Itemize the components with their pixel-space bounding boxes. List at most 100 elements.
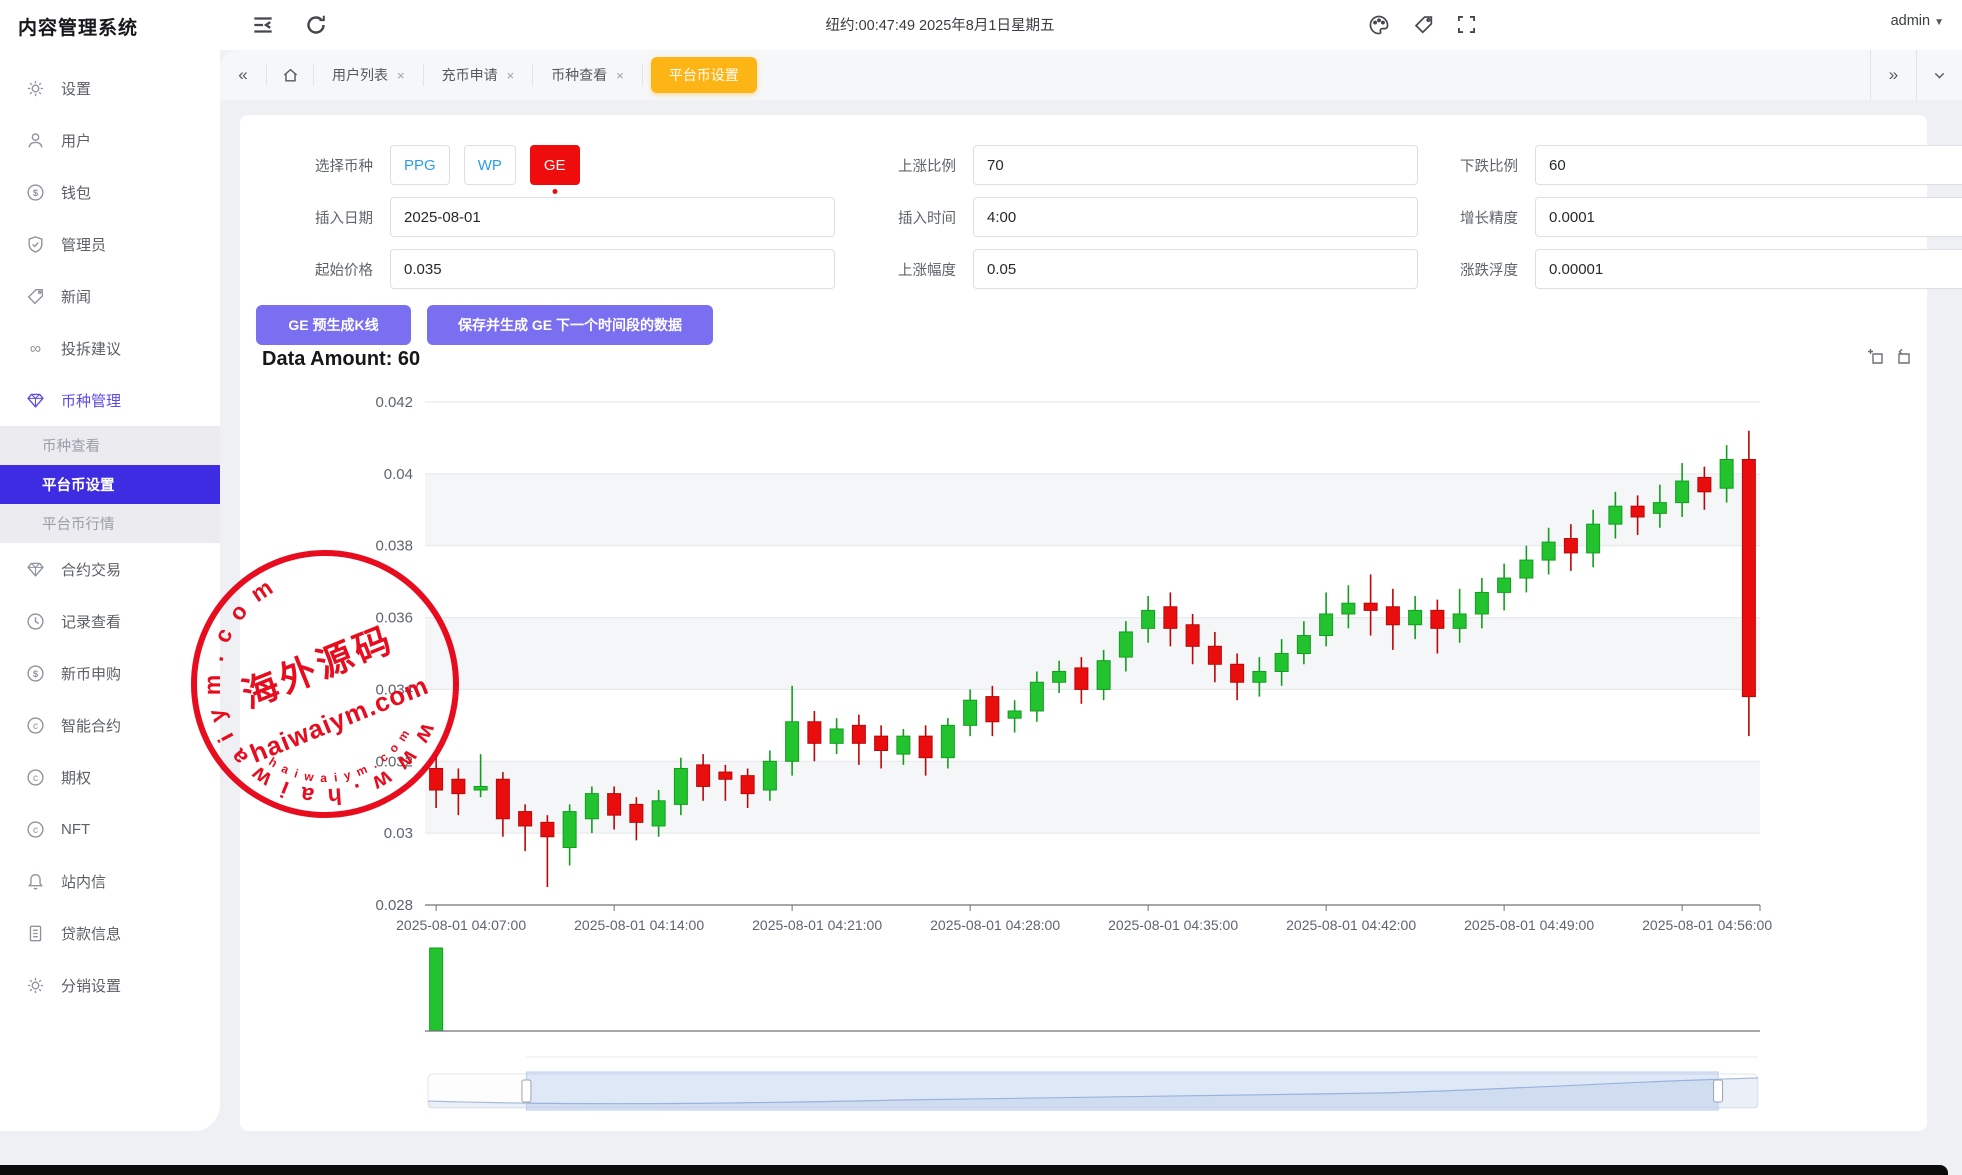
tab-币种查看[interactable]: 币种查看 × [533,50,642,100]
sidebar-item-label: 记录查看 [61,613,122,631]
tabs-scroll-right-button[interactable]: » [1870,50,1916,100]
input-起始价格[interactable] [390,249,835,289]
candle-body [540,821,555,838]
form-label-插入时间: 插入时间 [898,210,956,227]
sidebar-item-管理员[interactable]: 管理员 [0,218,220,270]
y-axis-tick-label: 0.042 [375,394,413,411]
candle-body [896,735,911,755]
sidebar-subitem-平台币设置[interactable]: 平台币设置 [0,465,220,504]
sidebar-item-币种管理[interactable]: 币种管理 [0,374,220,426]
y-axis-tick-label: 0.04 [384,466,413,483]
top-header: 内容管理系统 纽约:00:47:49 2025年8月1日星期五 admin ▼ [0,0,1962,50]
sidebar-item-记录查看[interactable]: 记录查看 [0,595,220,647]
sidebar-item-label: 贷款信息 [61,925,122,943]
pregenerate-kline-button[interactable]: GE 预生成K线 [256,305,411,345]
input-插入时间[interactable] [973,197,1418,237]
candle-body [807,721,822,744]
coin-settings-form: 选择币种 PPG WP GE 上涨比例 下跌比例插入日期 插入时间 增长精度起始价格 上涨幅度 涨… [260,145,1962,289]
slider-left-handle[interactable] [521,1079,532,1103]
sidebar-item-新闻[interactable]: 新闻 [0,270,220,322]
candle-body [1007,710,1022,719]
sidebar-item-智能合约[interactable]: c 智能合约 [0,699,220,751]
sidebar-item-设置[interactable]: 设置 [0,62,220,114]
collapse-menu-icon[interactable] [250,12,276,38]
input-下跌比例[interactable] [1535,145,1962,185]
coin-chip-PPG[interactable]: PPG [390,145,450,185]
candle-body [1741,458,1756,698]
sidebar-item-label: 投拆建议 [61,340,122,358]
tab-close-icon[interactable]: × [397,67,405,83]
sidebar-item-站内信[interactable]: 站内信 [0,855,220,907]
tabs-actions-button[interactable] [1916,50,1962,100]
candle-body [963,699,978,726]
candle-body [1474,591,1489,615]
candle-body [740,775,755,795]
sidebar-subitem-平台币行情[interactable]: 平台币行情 [0,504,220,543]
data-amount-label: Data Amount: 60 [262,348,421,370]
candle-body [429,767,444,791]
save-generate-next-button[interactable]: 保存并生成 GE 下一个时间段的数据 [427,305,713,345]
sidebar-item-贷款信息[interactable]: 贷款信息 [0,907,220,959]
sidebar-item-用户[interactable]: 用户 [0,114,220,166]
tab-充币申请[interactable]: 充币申请 × [424,50,533,100]
candle-body [1029,681,1044,712]
user-menu[interactable]: admin ▼ [1891,13,1944,29]
tab-separator [422,64,424,86]
tab-close-icon[interactable]: × [616,67,624,83]
svg-text:c: c [33,773,38,784]
candle-body [1408,609,1423,626]
sidebar-item-label: 币种管理 [61,392,122,410]
x-axis-tick-label: 2025-08-01 04:21:00 [752,917,882,933]
sidebar-item-label: 用户 [61,132,92,150]
input-涨跌浮度[interactable] [1535,249,1962,289]
slider-selected-range[interactable] [525,1071,1719,1111]
sidebar-item-合约交易[interactable]: 合约交易 [0,543,220,595]
svg-text:∞: ∞ [30,340,41,357]
slider-right-handle[interactable] [1713,1079,1724,1103]
sidebar-item-label: 智能合约 [61,717,122,735]
input-增长精度[interactable] [1535,197,1962,237]
sidebar-item-NFT[interactable]: c NFT [0,803,220,855]
theme-palette-icon[interactable] [1368,14,1390,36]
coin-chip-WP[interactable]: WP [463,145,516,185]
c-circle-icon: c [26,716,45,735]
sidebar-subitem-币种查看[interactable]: 币种查看 [0,426,220,465]
tab-平台币设置[interactable]: 平台币设置 [650,57,757,93]
tab-用户列表[interactable]: 用户列表 × [314,50,423,100]
candle-body [1319,613,1334,637]
tab-label: 平台币设置 [668,67,739,83]
sidebar-item-钱包[interactable]: $ 钱包 [0,166,220,218]
candle-body [1274,653,1289,672]
zoom-select-icon[interactable] [1867,348,1885,366]
y-axis-tick-label: 0.028 [375,897,413,914]
slider-track[interactable] [427,1073,1759,1109]
restore-icon[interactable] [1895,348,1913,366]
sidebar-item-label: 期权 [61,769,92,787]
slider-data-shadow-line [427,1077,1759,1105]
tabs-scroll-left-button[interactable]: « [238,65,248,84]
tab-bar: « 用户列表 × 充币申请 × 币种查看 × 平台币设置 » [220,50,1962,100]
sidebar-item-新币申购[interactable]: $ 新币申购 [0,647,220,699]
gear-icon [26,79,45,98]
input-上涨比例[interactable] [973,145,1418,185]
refresh-icon[interactable] [303,12,329,38]
input-插入日期[interactable] [390,197,835,237]
tab-separator [532,64,534,86]
sidebar-item-label: 合约交易 [61,561,122,579]
tag-icon[interactable] [1413,14,1435,36]
sidebar-item-期权[interactable]: c 期权 [0,751,220,803]
input-上涨幅度[interactable] [973,249,1418,289]
tab-close-icon[interactable]: × [506,67,515,83]
y-axis-tick-label: 0.036 [375,610,413,627]
sidebar-item-投拆建议[interactable]: ∞ 投拆建议 [0,322,220,374]
candle-body [1586,523,1601,554]
chart-toolbox [1867,348,1913,366]
form-label-增长精度: 增长精度 [1460,210,1518,227]
sidebar-item-分销设置[interactable]: 分销设置 [0,959,220,1011]
candle-body [1452,613,1467,629]
fullscreen-icon[interactable] [1456,14,1477,35]
coin-chip-GE[interactable]: GE [529,145,580,185]
home-tab-icon[interactable] [267,58,313,92]
user-name: admin [1890,13,1931,29]
candle-body [696,764,711,787]
